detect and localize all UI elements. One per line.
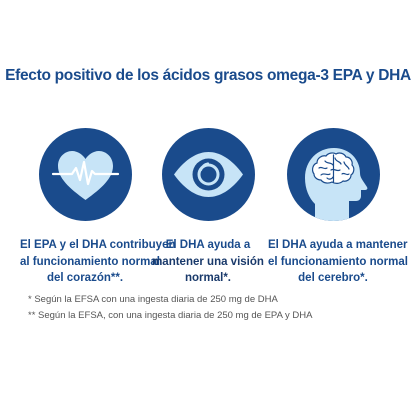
benefit-line: mantener una visión bbox=[152, 255, 264, 268]
brain-head-icon bbox=[286, 128, 380, 221]
benefit-line: del cerebro*. bbox=[298, 272, 368, 284]
benefit-line: del corazón**. bbox=[46, 272, 124, 284]
benefit-line: El DHA ayuda a mantener bbox=[268, 239, 408, 251]
benefit-heart: El EPA y el DHA contribuyen al funcionam… bbox=[20, 128, 176, 287]
benefit-line: al funcionamiento normal bbox=[20, 255, 160, 268]
benefit-line: El EPA y el DHA contribuyen bbox=[20, 239, 176, 251]
heart-pulse-icon bbox=[38, 128, 132, 221]
footnote: ** Según la EFSA, con una ingesta diaria… bbox=[28, 309, 313, 321]
benefit-brain: El DHA ayuda a mantener el funcionamient… bbox=[268, 128, 408, 287]
benefit-line: El DHA ayuda a bbox=[165, 239, 251, 251]
benefit-line: normal*. bbox=[184, 272, 231, 284]
benefit-eye-text: El DHA ayuda a mantener una visión norma… bbox=[143, 237, 273, 287]
footnotes: * Según la EFSA con una ingesta diaria d… bbox=[28, 292, 312, 323]
page-title: Efecto positivo de los ácidos grasos ome… bbox=[5, 67, 411, 84]
footnote: * Según la EFSA con una ingesta diaria d… bbox=[28, 294, 278, 305]
benefit-eye: El DHA ayuda a mantener una visión norma… bbox=[143, 128, 273, 287]
benefit-line: el funcionamiento normal bbox=[268, 255, 408, 268]
benefit-brain-text: El DHA ayuda a mantener el funcionamient… bbox=[268, 237, 408, 287]
eye-icon bbox=[161, 128, 255, 221]
benefit-heart-text: El EPA y el DHA contribuyen al funcionam… bbox=[20, 237, 176, 287]
